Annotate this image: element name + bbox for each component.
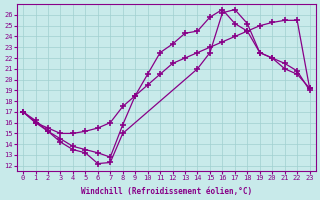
X-axis label: Windchill (Refroidissement éolien,°C): Windchill (Refroidissement éolien,°C) (81, 187, 252, 196)
